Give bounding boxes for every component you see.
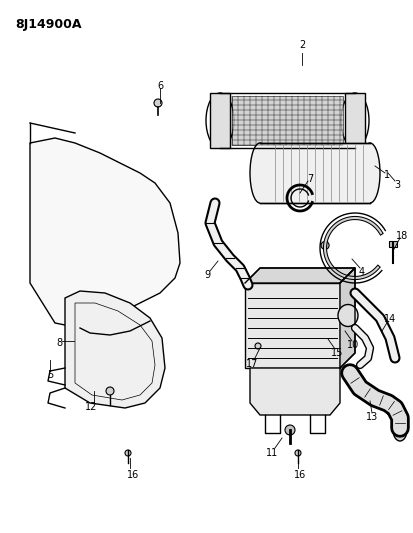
Polygon shape bbox=[232, 96, 343, 145]
Text: 8: 8 bbox=[56, 338, 62, 348]
Polygon shape bbox=[245, 268, 355, 283]
Circle shape bbox=[321, 241, 329, 249]
Polygon shape bbox=[30, 138, 180, 328]
Text: 14: 14 bbox=[384, 314, 396, 324]
Polygon shape bbox=[65, 291, 165, 408]
Text: 17: 17 bbox=[246, 359, 258, 369]
Text: 4: 4 bbox=[359, 267, 365, 277]
Ellipse shape bbox=[338, 304, 358, 327]
Polygon shape bbox=[250, 368, 340, 415]
Circle shape bbox=[255, 343, 261, 349]
Polygon shape bbox=[340, 268, 355, 368]
Text: 3: 3 bbox=[394, 180, 400, 190]
Circle shape bbox=[285, 425, 295, 435]
Text: 7: 7 bbox=[307, 174, 313, 184]
Text: 1: 1 bbox=[384, 170, 390, 180]
Circle shape bbox=[106, 387, 114, 395]
Text: 18: 18 bbox=[396, 231, 408, 241]
Circle shape bbox=[125, 450, 131, 456]
Polygon shape bbox=[260, 143, 370, 203]
Text: 11: 11 bbox=[266, 448, 278, 458]
Text: 10: 10 bbox=[347, 340, 359, 350]
Ellipse shape bbox=[393, 419, 407, 441]
Text: 5: 5 bbox=[47, 370, 53, 380]
Text: 6: 6 bbox=[157, 81, 163, 91]
Text: 13: 13 bbox=[366, 412, 378, 422]
Ellipse shape bbox=[360, 143, 380, 203]
Text: 16: 16 bbox=[127, 470, 139, 480]
Ellipse shape bbox=[250, 143, 270, 203]
Circle shape bbox=[295, 450, 301, 456]
Bar bbox=[389, 241, 397, 247]
Text: 15: 15 bbox=[331, 348, 343, 358]
Text: 12: 12 bbox=[85, 402, 97, 412]
Text: 8J14900A: 8J14900A bbox=[15, 18, 81, 31]
Circle shape bbox=[154, 99, 162, 107]
Polygon shape bbox=[245, 283, 340, 368]
Text: 9: 9 bbox=[204, 270, 210, 280]
Polygon shape bbox=[210, 93, 230, 148]
Polygon shape bbox=[345, 93, 365, 148]
Text: 16: 16 bbox=[294, 470, 306, 480]
Text: 2: 2 bbox=[299, 40, 305, 50]
